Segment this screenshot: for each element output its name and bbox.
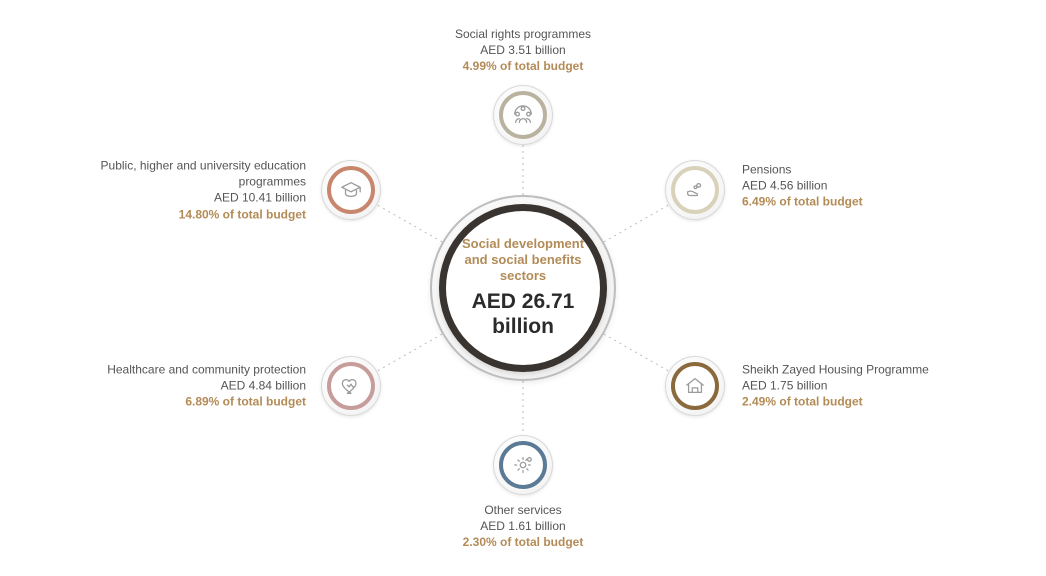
label-other-title: Other services [484, 503, 561, 517]
center-hub: Social development and social benefits s… [430, 195, 616, 381]
center-amount: AED 26.71 billion [461, 289, 584, 339]
node-social-rights [493, 85, 553, 145]
node-education [321, 160, 381, 220]
node-housing-ring [671, 362, 719, 410]
center-hub-ring: Social development and social benefits s… [439, 204, 607, 372]
label-housing: Sheikh Zayed Housing ProgrammeAED 1.75 b… [742, 362, 929, 411]
label-healthcare-pct: 6.89% of total budget [107, 394, 306, 410]
node-social-rights-ring [499, 91, 547, 139]
label-other-amount: AED 1.61 billion [463, 518, 584, 534]
node-healthcare-outer [321, 356, 381, 416]
node-other-ring [499, 441, 547, 489]
label-education-title: Public, higher and university education … [101, 159, 306, 189]
node-pensions-outer [665, 160, 725, 220]
node-education-outer [321, 160, 381, 220]
node-education-ring [327, 166, 375, 214]
node-other [493, 435, 553, 495]
label-social-rights-amount: AED 3.51 billion [455, 42, 591, 58]
label-education-pct: 14.80% of total budget [56, 206, 306, 222]
node-healthcare-ring [327, 362, 375, 410]
heart-icon [340, 375, 362, 397]
center-hub-text: Social development and social benefits s… [461, 236, 584, 339]
node-healthcare [321, 356, 381, 416]
gears-icon [512, 454, 534, 476]
label-healthcare-title: Healthcare and community protection [107, 363, 306, 377]
label-pensions-pct: 6.49% of total budget [742, 194, 863, 210]
house-icon [684, 375, 706, 397]
hand-coins-icon [684, 179, 706, 201]
label-other-pct: 2.30% of total budget [463, 534, 584, 550]
label-social-rights-title: Social rights programmes [455, 27, 591, 41]
budget-radial-diagram: Social development and social benefits s… [0, 0, 1046, 576]
node-pensions [665, 160, 725, 220]
label-pensions-title: Pensions [742, 163, 791, 177]
label-housing-amount: AED 1.75 billion [742, 378, 929, 394]
center-title: Social development and social benefits s… [461, 236, 584, 283]
community-icon [512, 104, 534, 126]
node-housing [665, 356, 725, 416]
node-housing-outer [665, 356, 725, 416]
label-pensions-amount: AED 4.56 billion [742, 178, 863, 194]
label-education-amount: AED 10.41 billion [56, 190, 306, 206]
label-healthcare: Healthcare and community protectionAED 4… [107, 362, 306, 411]
node-other-outer [493, 435, 553, 495]
label-other: Other servicesAED 1.61 billion2.30% of t… [463, 502, 584, 551]
label-housing-title: Sheikh Zayed Housing Programme [742, 363, 929, 377]
grad-cap-icon [340, 179, 362, 201]
node-social-rights-outer [493, 85, 553, 145]
label-social-rights-pct: 4.99% of total budget [455, 58, 591, 74]
label-education: Public, higher and university education … [56, 158, 306, 223]
label-social-rights: Social rights programmesAED 3.51 billion… [455, 26, 591, 75]
node-pensions-ring [671, 166, 719, 214]
label-pensions: PensionsAED 4.56 billion6.49% of total b… [742, 162, 863, 211]
label-healthcare-amount: AED 4.84 billion [107, 378, 306, 394]
label-housing-pct: 2.49% of total budget [742, 394, 929, 410]
